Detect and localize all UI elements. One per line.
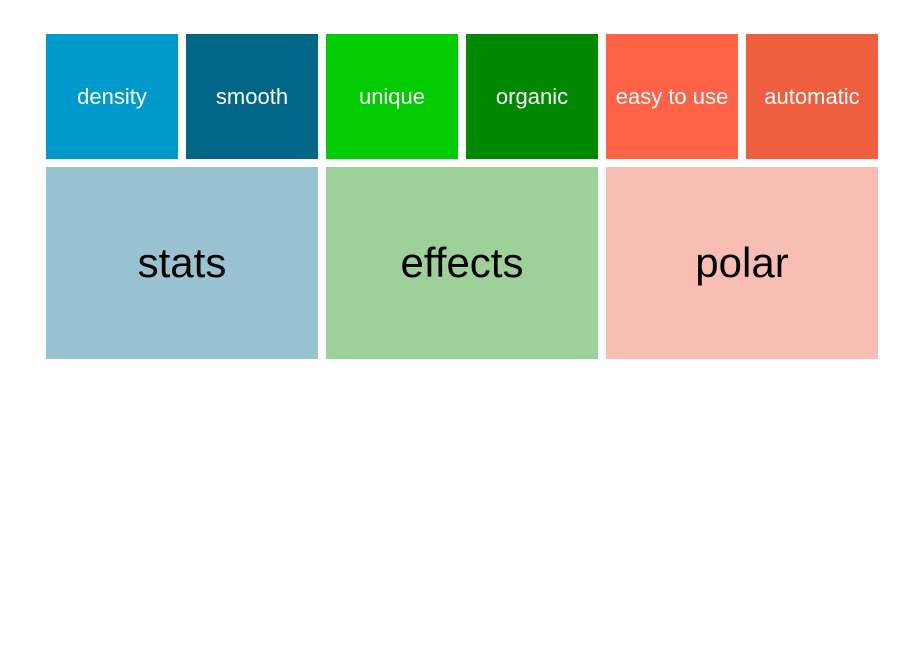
tile-stats: stats [46, 167, 318, 359]
tile-label: easy to use [615, 83, 729, 109]
tile-label: density [77, 83, 147, 109]
tile-easy-to-use: easy to use [606, 34, 738, 159]
tile-smooth: smooth [186, 34, 318, 159]
tile-organic: organic [466, 34, 598, 159]
tile-label: unique [358, 83, 426, 109]
tile-label: stats [137, 239, 227, 286]
tile-polar: polar [606, 167, 878, 359]
tile-label: polar [695, 239, 789, 286]
tile-density: density [46, 34, 178, 159]
tile-effects: effects [326, 167, 598, 359]
tile-label: organic [495, 83, 569, 109]
tile-automatic: automatic [746, 34, 878, 159]
tile-label: automatic [764, 83, 860, 109]
tile-label: smooth [215, 83, 289, 109]
tile-unique: unique [326, 34, 458, 159]
tile-label: effects [400, 239, 524, 286]
